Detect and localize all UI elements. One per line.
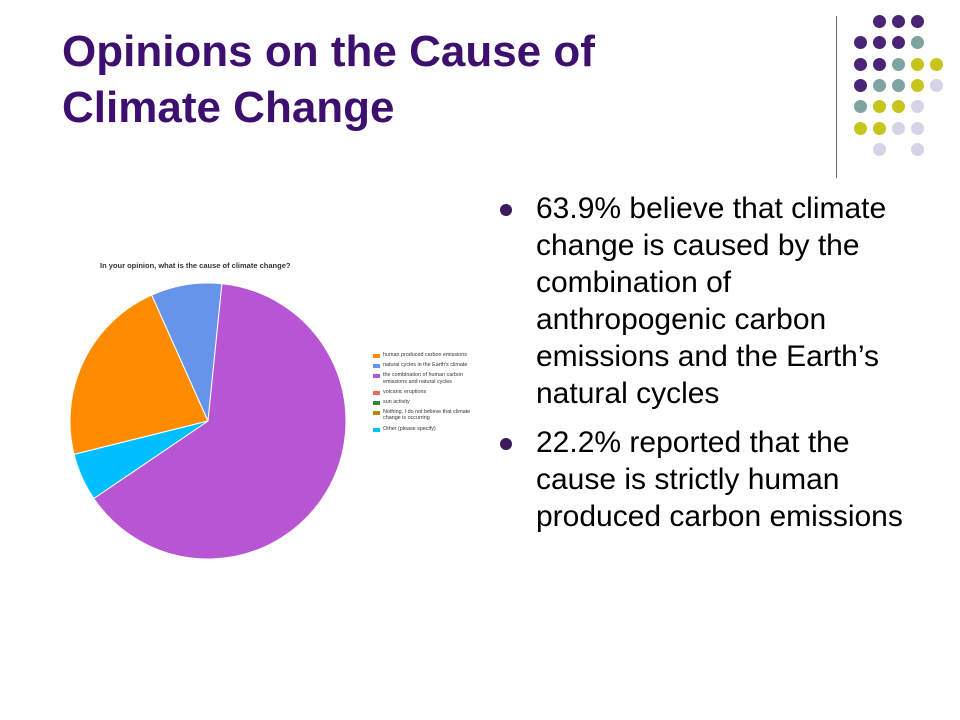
slide-title: Opinions on the Cause of Climate Change — [62, 24, 802, 136]
decorative-dot — [854, 121, 867, 135]
decorative-dot — [873, 15, 886, 28]
decorative-dot — [892, 15, 905, 28]
pie-chart-svg — [69, 282, 347, 560]
legend-label: human produced carbon emissions — [383, 352, 467, 358]
legend-swatch — [373, 411, 380, 416]
decorative-dot — [854, 57, 867, 71]
legend-item: natural cycles in the Earth's climate — [373, 362, 473, 369]
legend-item: the combination of human carbon emission… — [373, 372, 473, 385]
decorative-dot — [892, 57, 905, 71]
chart-title: In your opinion, what is the cause of cl… — [100, 261, 291, 270]
decorative-dot — [911, 100, 924, 114]
decorative-dot — [892, 121, 905, 135]
decorative-dot — [854, 78, 867, 92]
legend-label: sun activity — [383, 399, 410, 406]
decorative-dot — [892, 100, 905, 114]
legend-item: volcanic eruptions — [373, 389, 473, 395]
chart-legend: human produced carbon emissions natural c… — [373, 352, 473, 436]
decorative-divider — [836, 16, 837, 178]
bullet-item: 22.2% reported that the cause is strictl… — [498, 424, 918, 535]
decorative-dot — [873, 57, 886, 71]
decorative-dot — [930, 57, 943, 71]
bullet-dot-icon — [500, 204, 512, 216]
bullet-item: 63.9% believe that climate change is cau… — [498, 190, 918, 412]
legend-swatch — [373, 374, 380, 379]
decorative-dot — [854, 36, 867, 50]
legend-item: human produced carbon emissions — [373, 352, 473, 358]
pie-slice — [69, 294, 209, 455]
pie-slice — [73, 420, 209, 500]
bullet-list: 63.9% believe that climate change is cau… — [498, 190, 918, 547]
decorative-dot — [911, 15, 924, 28]
decorative-dot — [873, 142, 886, 156]
decorative-dot — [854, 100, 867, 114]
legend-item: sun activity — [373, 399, 473, 406]
pie-slice — [93, 283, 347, 560]
decorative-dot — [873, 100, 886, 114]
decorative-dot — [911, 36, 924, 50]
legend-label: Nothing. I do not believe that climate c… — [383, 409, 471, 422]
legend-swatch — [373, 401, 380, 406]
slide-title-line-2: Climate Change — [62, 83, 395, 132]
decorative-dot — [911, 78, 924, 92]
decorative-dot — [911, 142, 924, 156]
decorative-dot — [930, 78, 943, 92]
decorative-dot — [873, 121, 886, 135]
decorative-dot — [911, 121, 924, 135]
decorative-dot — [892, 78, 905, 92]
bullet-text: 22.2% reported that the cause is strictl… — [536, 426, 903, 533]
legend-label: the combination of human carbon emission… — [383, 372, 464, 385]
legend-swatch — [373, 390, 380, 395]
decorative-dot — [873, 78, 886, 92]
legend-swatch — [373, 427, 380, 432]
legend-label: natural cycles in the Earth's climate — [383, 362, 468, 369]
pie-chart: In your opinion, what is the cause of cl… — [60, 250, 480, 570]
legend-item: Nothing. I do not believe that climate c… — [373, 409, 473, 421]
legend-swatch — [373, 364, 380, 369]
legend-item: Other (please specify) — [373, 426, 473, 432]
legend-label: volcanic eruptions — [383, 388, 427, 395]
bullet-dot-icon — [500, 438, 512, 450]
decorative-dot — [873, 36, 886, 50]
bullet-text: 63.9% believe that climate change is cau… — [536, 192, 887, 410]
slide-title-line-1: Opinions on the Cause of — [62, 27, 595, 76]
legend-label: Other (please specify) — [383, 425, 436, 432]
decorative-dot — [892, 36, 905, 50]
legend-swatch — [373, 354, 380, 358]
decorative-dot — [911, 57, 924, 71]
